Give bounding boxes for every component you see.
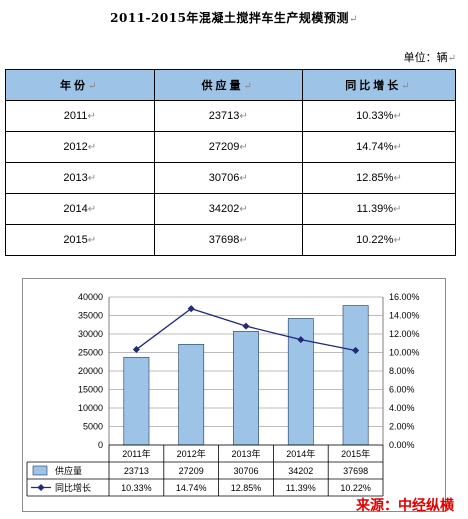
y-left-tick-label: 40000 bbox=[78, 292, 103, 302]
cell-year: 2011↵ bbox=[5, 100, 155, 132]
x-tick-label: 2011年 bbox=[122, 448, 150, 459]
table-row: 2015↵ 37698↵ 10.22%↵ bbox=[5, 224, 456, 256]
data-label: 37698 bbox=[343, 466, 368, 476]
y-left-tick-label: 0 bbox=[98, 440, 103, 450]
table-row: 2013↵ 30706↵ 12.85%↵ bbox=[5, 162, 456, 194]
data-table: 年份↵ 供应量↵ 同比增长↵ 2011↵ 23713↵ 10.33%↵ 2012… bbox=[5, 69, 456, 256]
y-right-tick-label: 10.00% bbox=[389, 348, 420, 358]
y-left-tick-label: 5000 bbox=[83, 422, 103, 432]
header-year: 年份↵ bbox=[5, 69, 155, 101]
bar bbox=[342, 305, 369, 446]
cell-year: 2013↵ bbox=[5, 162, 155, 194]
cell-growth: 14.74%↵ bbox=[302, 131, 456, 163]
y-right-tick-label: 0.00% bbox=[389, 440, 415, 450]
table-row: 2012↵ 27209↵ 14.74%↵ bbox=[5, 131, 456, 163]
legend-line-marker bbox=[37, 483, 45, 492]
return-mark-icon: ↵ bbox=[348, 14, 358, 25]
cell-supply: 23713↵ bbox=[153, 100, 303, 132]
bar bbox=[123, 356, 150, 446]
y-right-tick-label: 16.00% bbox=[389, 292, 420, 302]
cell-supply: 37698↵ bbox=[153, 224, 303, 256]
source-watermark: 来源：中经纵横 bbox=[356, 498, 454, 514]
table-row: 2011↵ 23713↵ 10.33%↵ bbox=[5, 100, 456, 132]
data-label: 27209 bbox=[179, 466, 204, 476]
y-left-tick-label: 25000 bbox=[78, 348, 103, 358]
cell-supply: 30706↵ bbox=[153, 162, 303, 194]
data-label: 11.39% bbox=[286, 483, 316, 493]
cell-year: 2012↵ bbox=[5, 131, 155, 163]
data-label: 30706 bbox=[233, 466, 258, 476]
legend-bar-key bbox=[32, 465, 48, 476]
chart-frame: 0 5000 10000 15000 20000 25000 30000 35000 40000… bbox=[22, 278, 446, 512]
table-row: 2014↵ 34202↵ 11.39%↵ bbox=[5, 193, 456, 225]
y-right-tick-label: 12.00% bbox=[389, 329, 420, 339]
data-label: 10.22% bbox=[340, 483, 371, 493]
legend-label: 供应量 bbox=[55, 465, 82, 476]
y-left-tick-label: 35000 bbox=[78, 311, 103, 321]
y-right-tick-label: 8.00% bbox=[389, 366, 415, 376]
data-label: 34202 bbox=[288, 466, 313, 476]
cell-supply: 34202↵ bbox=[153, 193, 303, 225]
cell-growth: 10.33%↵ bbox=[302, 100, 456, 132]
line-point bbox=[352, 346, 360, 355]
legend-label: 同比增长 bbox=[55, 482, 91, 493]
x-tick-label: 2013年 bbox=[231, 448, 260, 459]
line-point bbox=[187, 305, 195, 313]
cell-growth: 10.22%↵ bbox=[302, 224, 456, 256]
y-right-tick-label: 2.00% bbox=[389, 422, 415, 432]
data-label: 12.85% bbox=[231, 483, 262, 493]
y-left-tick-label: 30000 bbox=[78, 329, 103, 339]
line-point bbox=[242, 322, 250, 330]
table-header-row: 年份↵ 供应量↵ 同比增长↵ bbox=[5, 69, 456, 101]
bar bbox=[233, 331, 259, 446]
y-right-tick-label: 6.00% bbox=[389, 385, 415, 395]
y-right-tick-label: 14.00% bbox=[389, 311, 420, 321]
y-right-tick-label: 4.00% bbox=[389, 403, 415, 413]
line-point bbox=[132, 345, 140, 353]
x-tick-label: 2015年 bbox=[341, 448, 370, 459]
cell-growth: 12.85%↵ bbox=[302, 162, 456, 194]
bar bbox=[178, 344, 205, 446]
combo-chart: 0 5000 10000 15000 20000 25000 30000 35000 40000… bbox=[26, 292, 420, 497]
data-label: 10.33% bbox=[121, 483, 152, 493]
x-tick-label: 2014年 bbox=[286, 448, 315, 459]
page-title: 2011-2015年混凝土搅拌车生产规模预测↵ bbox=[110, 11, 358, 25]
cell-supply: 27209↵ bbox=[153, 131, 303, 163]
return-mark-icon: ↵ bbox=[447, 53, 456, 64]
x-tick-label: 2012年 bbox=[177, 448, 206, 459]
data-label: 23713 bbox=[124, 466, 149, 476]
y-left-tick-label: 20000 bbox=[78, 366, 103, 376]
unit-label: 单位：辆↵ bbox=[403, 51, 456, 64]
header-supply: 供应量↵ bbox=[153, 69, 303, 101]
data-label: 14.74% bbox=[176, 483, 207, 493]
y-left-tick-label: 10000 bbox=[78, 403, 103, 413]
cell-year: 2014↵ bbox=[5, 193, 155, 225]
header-growth: 同比增长↵ bbox=[302, 69, 456, 101]
y-left-tick-label: 15000 bbox=[78, 385, 103, 395]
cell-growth: 11.39%↵ bbox=[302, 193, 456, 225]
cell-year: 2015↵ bbox=[5, 224, 155, 256]
